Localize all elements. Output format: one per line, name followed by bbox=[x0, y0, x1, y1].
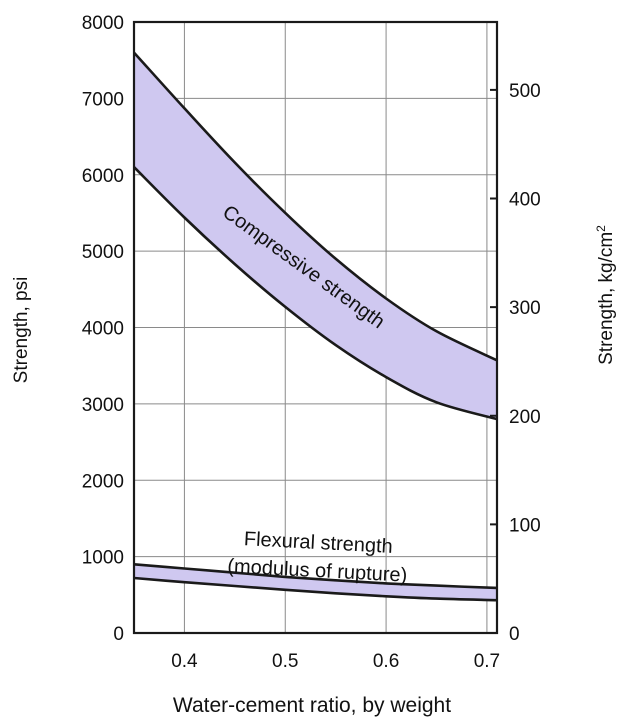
strength-bands bbox=[133, 51, 498, 602]
x-tick-label: 0.7 bbox=[474, 651, 500, 672]
compressive-strength-band bbox=[134, 52, 497, 420]
y-tick-label-left: 5000 bbox=[82, 242, 124, 263]
compressive-strength-upper-line bbox=[133, 51, 498, 362]
y-tick-label-right: 400 bbox=[509, 190, 541, 211]
y-tick-label-left: 6000 bbox=[82, 166, 124, 187]
y-axis-title-right-main: Strength, kg/cm bbox=[596, 232, 617, 365]
y-tick-label-right: 200 bbox=[509, 407, 541, 428]
y-tick-label-left: 0 bbox=[113, 624, 124, 645]
y-tick-label-left: 4000 bbox=[82, 319, 124, 340]
axis-ticks: 0 1000 2000 3000 4000 5000 6000 7000 8000 0 100 200… bbox=[82, 13, 541, 672]
y-tick-label-left: 1000 bbox=[82, 548, 124, 569]
y-axis-title-left: Strength, psi bbox=[11, 277, 32, 384]
y-tick-label-left: 3000 bbox=[82, 395, 124, 416]
x-tick-label: 0.6 bbox=[373, 651, 399, 672]
y-tick-label-right: 300 bbox=[509, 298, 541, 319]
x-tick-label: 0.5 bbox=[272, 651, 298, 672]
y-tick-label-left: 8000 bbox=[82, 13, 124, 34]
y-tick-label-right: 500 bbox=[509, 81, 541, 102]
flexural-strength-upper-line bbox=[133, 563, 498, 590]
y-tick-label-left: 2000 bbox=[82, 471, 124, 492]
x-axis-title: Water-cement ratio, by weight bbox=[173, 694, 451, 717]
y-tick-label-right: 100 bbox=[509, 515, 541, 536]
flexural-strength-label: Flexural strength bbox=[243, 528, 393, 558]
plot-frame bbox=[132, 20, 499, 635]
compressive-strength-lower-line bbox=[133, 166, 498, 421]
y-tick-label-left: 7000 bbox=[82, 89, 124, 110]
y-tick-label-right: 0 bbox=[509, 624, 520, 645]
x-tick-label: 0.4 bbox=[171, 651, 198, 672]
y-axis-title-right-superscript: 2 bbox=[594, 225, 608, 232]
flexural-strength-band bbox=[134, 564, 497, 601]
y-axis-title-right: Strength, kg/cm2 bbox=[594, 225, 617, 365]
flexural-strength-lower-line bbox=[133, 576, 498, 602]
